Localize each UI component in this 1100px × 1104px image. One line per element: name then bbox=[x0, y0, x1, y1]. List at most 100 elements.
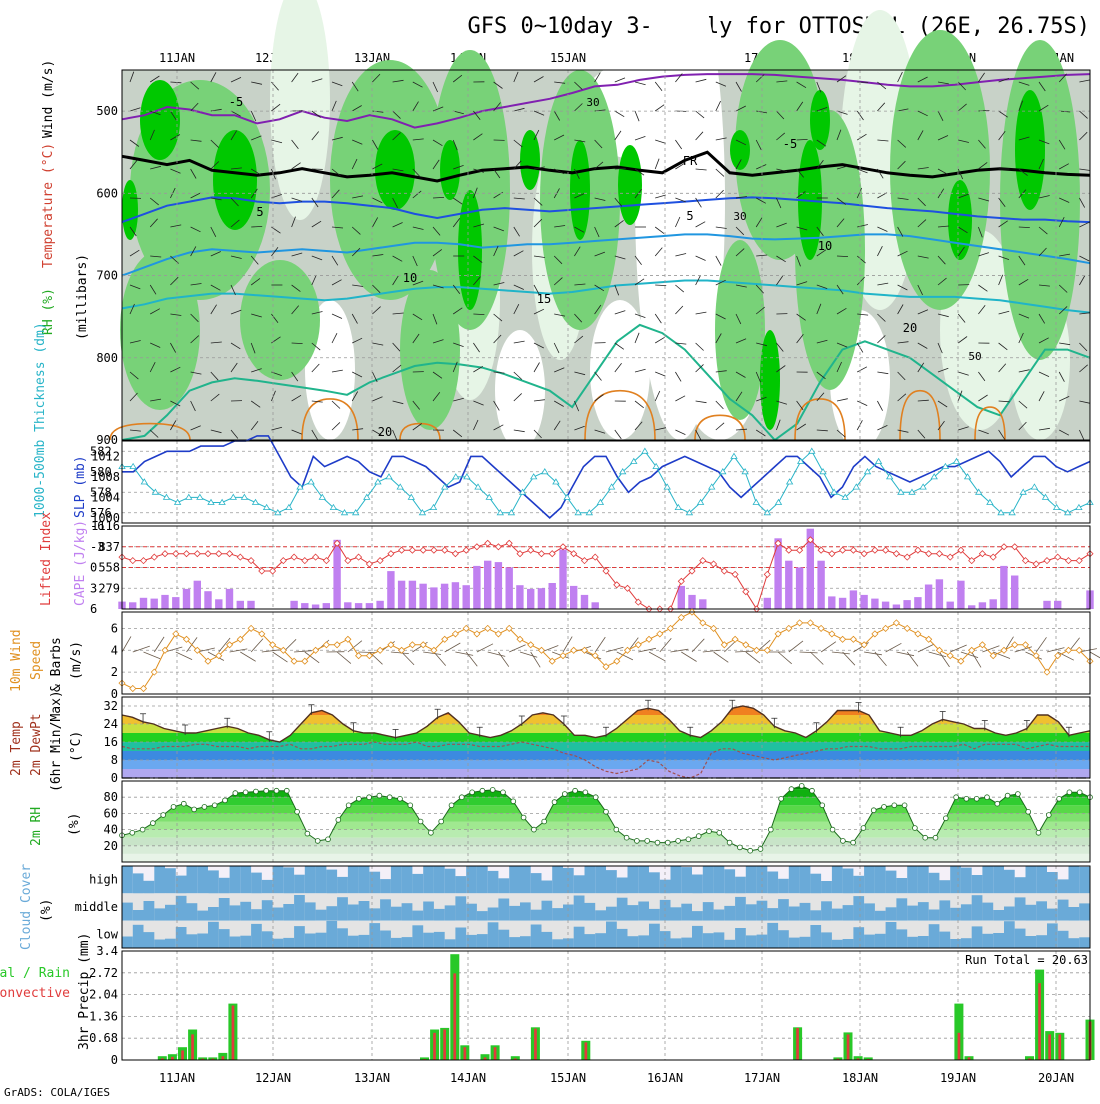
rh2m-point-21 bbox=[336, 818, 341, 823]
cape-bar-54 bbox=[699, 599, 706, 609]
rh2m-point-87 bbox=[1016, 792, 1021, 797]
wind10-point-19 bbox=[323, 642, 329, 648]
cloud-fill bbox=[993, 933, 1004, 948]
cloud-fill bbox=[972, 926, 983, 948]
precip-ylabel: Total / Rain Convective 3hr Precip (mm) … bbox=[0, 933, 1088, 1050]
rh2m-point-10 bbox=[223, 798, 228, 803]
cape-bar-23 bbox=[366, 603, 373, 609]
cloud-fill bbox=[574, 896, 585, 921]
rh2m-point-65 bbox=[789, 787, 794, 792]
cloud-fill bbox=[628, 936, 639, 948]
cloud-fill bbox=[509, 937, 520, 948]
rh2m-point-34 bbox=[470, 790, 475, 795]
cloud-fill bbox=[380, 931, 391, 949]
cape-bar-31 bbox=[452, 582, 459, 609]
date-bottom-15JAN: 15JAN bbox=[550, 1071, 586, 1085]
isotherm-label-9: 20 bbox=[903, 321, 917, 335]
temp-bands bbox=[122, 697, 1090, 778]
rh-mid-blob-9 bbox=[240, 260, 320, 380]
cape-bar-22 bbox=[355, 603, 362, 609]
thickness-point-75 bbox=[954, 459, 960, 464]
cloud-fill bbox=[563, 868, 574, 893]
cloud-fill bbox=[907, 906, 918, 921]
cloud-fill bbox=[369, 872, 380, 894]
cloud-fill bbox=[498, 878, 509, 893]
cloud-fill bbox=[821, 901, 832, 920]
cloud-fill bbox=[283, 867, 294, 893]
li-point-21 bbox=[345, 558, 351, 564]
rh2m-point-39 bbox=[521, 815, 526, 820]
thickness-point-50 bbox=[675, 505, 681, 510]
cloud-fill bbox=[1015, 877, 1026, 893]
cloud-fill bbox=[649, 872, 660, 893]
cloud-fill bbox=[939, 880, 950, 893]
wind10-point-62 bbox=[786, 625, 792, 631]
cloud-fill bbox=[1047, 909, 1058, 921]
cloud-fill bbox=[412, 925, 423, 948]
cloud-fill bbox=[778, 930, 789, 948]
cloud-fill bbox=[520, 866, 531, 893]
wind10-barb-64 bbox=[810, 652, 823, 665]
date-bottom-17JAN: 17JAN bbox=[744, 1071, 780, 1085]
wind10-point-87 bbox=[1055, 653, 1061, 659]
rh2m-point-47 bbox=[604, 809, 609, 814]
cloud-fill bbox=[488, 908, 499, 921]
precip-conv-bar-31 bbox=[433, 1033, 436, 1060]
thickness-point-28 bbox=[431, 505, 437, 510]
cloud-fill bbox=[391, 907, 402, 921]
cape-bar-53 bbox=[688, 595, 695, 609]
wind10-point-63 bbox=[797, 620, 803, 626]
li-point-72 bbox=[893, 551, 899, 557]
wind10-barb-38 bbox=[531, 652, 541, 667]
cloud-fill bbox=[821, 932, 832, 948]
cloud-fill bbox=[531, 925, 542, 949]
wind10-barb-77 bbox=[950, 645, 967, 652]
cloud-fill bbox=[391, 866, 402, 893]
cloud-fill bbox=[240, 936, 251, 948]
cloud-fill bbox=[552, 939, 563, 948]
wind10-barb-74 bbox=[918, 644, 934, 652]
cape-bar-18 bbox=[312, 605, 319, 610]
cloud-fill bbox=[1015, 929, 1026, 948]
wind10-label-2: Speed bbox=[29, 641, 44, 680]
rh-band-7 bbox=[122, 797, 1090, 805]
cape-bar-38 bbox=[527, 589, 534, 609]
cape-bar-73 bbox=[903, 600, 910, 609]
cloud-fill bbox=[982, 866, 993, 893]
cloud-fill bbox=[326, 921, 337, 948]
wind10-barb-66 bbox=[832, 652, 850, 654]
cloud-fill bbox=[703, 902, 714, 921]
cloud-fill bbox=[789, 907, 800, 921]
wind10-point-64 bbox=[807, 620, 813, 626]
precip-conv-bar-72 bbox=[847, 1034, 850, 1060]
rh2m-point-67 bbox=[810, 788, 815, 793]
rh2m-point-37 bbox=[501, 790, 506, 795]
cloud-fill bbox=[1079, 867, 1090, 894]
rh2m-point-82 bbox=[964, 796, 969, 801]
cloud-fill bbox=[455, 928, 466, 949]
cape-bar-8 bbox=[204, 591, 211, 609]
rh2m-point-84 bbox=[985, 795, 990, 800]
cape-bar-74 bbox=[914, 597, 921, 609]
temp2m-label-4: (°C) bbox=[69, 731, 84, 762]
cloud-fill bbox=[316, 910, 327, 921]
cloud-fill bbox=[423, 933, 434, 948]
precip-tick-3: 2.72 bbox=[89, 966, 118, 980]
cloud-fill bbox=[660, 931, 671, 948]
temp2m-label-2: 2m DewPt bbox=[29, 713, 44, 776]
cloud-fill bbox=[294, 875, 305, 894]
rh2m-point-85 bbox=[995, 801, 1000, 806]
cape-bar-71 bbox=[882, 602, 889, 609]
cloud-fill bbox=[359, 901, 370, 921]
date-bottom-11JAN: 11JAN bbox=[159, 1071, 195, 1085]
cloud-fill bbox=[520, 902, 531, 920]
cloud-fill bbox=[950, 908, 961, 921]
rh2m-point-5 bbox=[171, 805, 176, 810]
li-point-3 bbox=[151, 554, 157, 560]
wind10-barb-16 bbox=[294, 651, 312, 652]
cloud-fill bbox=[402, 937, 413, 948]
cloud-fill bbox=[1058, 879, 1069, 893]
cloud-fill bbox=[939, 932, 950, 948]
cape-bar-87 bbox=[1054, 601, 1061, 609]
